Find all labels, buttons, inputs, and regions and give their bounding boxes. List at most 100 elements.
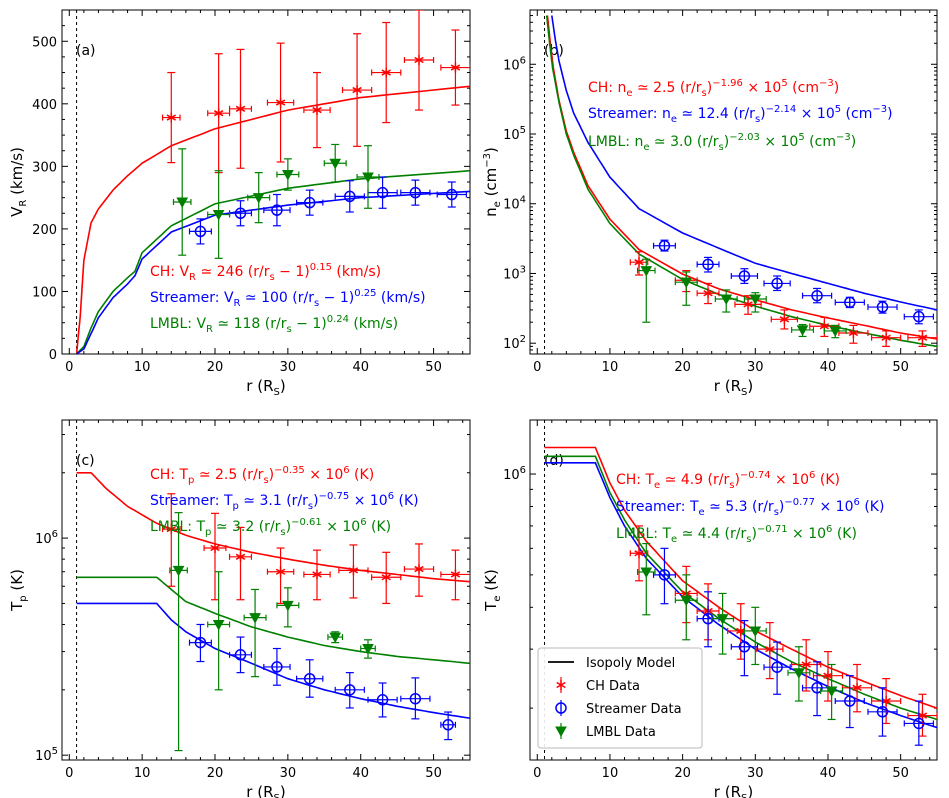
data-point-ch <box>403 10 435 111</box>
data-point-streamer <box>367 176 398 209</box>
data-point-streamer <box>903 700 934 746</box>
marker-ch-stroke <box>348 567 359 574</box>
y-tick-label: 102 <box>503 334 526 352</box>
data-point-streamer <box>730 268 759 285</box>
marker-lmbl <box>176 197 189 209</box>
marker-streamer <box>303 672 316 685</box>
marker-ch-stroke <box>917 334 928 341</box>
data-point-streamer <box>903 309 934 325</box>
marker-lmbl <box>282 600 294 612</box>
marker-ch-stroke <box>213 110 224 117</box>
marker-ch-stroke <box>166 525 176 533</box>
marker-ch <box>213 108 224 119</box>
marker-ch-stroke <box>312 571 322 578</box>
marker-ch <box>381 67 391 78</box>
marker-ch <box>210 543 220 554</box>
data-point-ch <box>266 42 295 163</box>
marker-ch-stroke <box>414 56 424 64</box>
marker-ch <box>634 548 644 559</box>
marker-ch <box>736 625 746 636</box>
data-point-streamer <box>834 675 865 729</box>
marker-lmbl <box>640 567 653 579</box>
legend-label-ch: CH Data <box>586 679 640 694</box>
data-point-streamer <box>763 641 791 695</box>
marker-streamer <box>194 636 207 649</box>
y-tick-label: 400 <box>32 98 57 113</box>
marker-lmbl <box>720 294 733 306</box>
data-point-lmbl <box>360 639 376 659</box>
series-group <box>544 446 937 746</box>
marker-streamer <box>442 719 454 731</box>
fit-annotation-ch: CH: Tp ≃ 2.5 (r/rs)−0.35 × 106 (K) <box>150 465 374 486</box>
marker-lmbl <box>793 668 805 679</box>
data-point-lmbl <box>356 145 380 209</box>
marker-lmbl <box>640 266 653 277</box>
y-axis-label: Tp (K) <box>8 569 29 612</box>
marker-lmbl <box>362 644 374 655</box>
legend-label-model: Isopoly Model <box>586 656 675 671</box>
fit-annotation-ch: CH: Te ≃ 4.9 (r/rs)−0.74 × 106 (K) <box>616 470 840 491</box>
x-tick-label: 30 <box>747 360 764 375</box>
marker-lmbl <box>829 326 842 337</box>
legend-label-streamer: Streamer Data <box>586 702 682 717</box>
data-point-streamer <box>436 181 467 208</box>
data-point-streamer <box>334 180 365 213</box>
marker-streamer <box>844 296 856 309</box>
x-tick-label: 40 <box>352 766 369 781</box>
marker-ch-stroke <box>703 290 713 297</box>
panel-label: (b) <box>544 43 564 59</box>
legend-marker-lmbl <box>555 726 567 738</box>
marker-ch <box>275 97 286 108</box>
marker-ch <box>450 62 461 73</box>
marker-streamer <box>344 684 356 696</box>
marker-ch <box>779 314 790 325</box>
marker-lmbl <box>329 632 342 644</box>
y-axis-label: ne (cm−3) <box>482 147 503 217</box>
marker-streamer <box>844 695 856 707</box>
x-tick-label: 30 <box>747 766 764 781</box>
data-point-lmbl <box>743 292 767 313</box>
data-point-ch <box>371 551 402 605</box>
marker-streamer <box>811 289 823 302</box>
data-point-lmbl <box>791 323 815 338</box>
data-point-streamer <box>652 547 676 605</box>
marker-streamer <box>658 239 671 252</box>
data-point-ch <box>791 639 822 692</box>
x-tick-label: 0 <box>65 360 73 375</box>
data-point-streamer <box>763 275 791 292</box>
marker-ch-stroke <box>852 684 862 691</box>
x-axis-label: r (RS) <box>246 783 285 798</box>
marker-ch <box>312 105 322 116</box>
model-curve-ch <box>76 472 470 583</box>
data-point-ch <box>228 48 253 169</box>
y-tick-label: 104 <box>503 195 526 213</box>
data-point-lmbl <box>714 289 738 313</box>
x-tick-label: 10 <box>134 360 151 375</box>
x-tick-label: 10 <box>602 360 619 375</box>
x-tick-label: 30 <box>280 766 297 781</box>
legend-marker-ch-stroke <box>556 681 566 689</box>
marker-ch-stroke <box>743 301 753 308</box>
model-curve-ch <box>75 85 470 354</box>
marker-streamer <box>738 270 751 282</box>
data-point-ch <box>266 547 295 605</box>
data-point-streamer <box>696 591 720 648</box>
marker-lmbl <box>749 626 762 637</box>
marker-ch-stroke <box>450 64 461 71</box>
data-point-lmbl <box>823 324 847 339</box>
marker-ch-stroke <box>414 565 424 573</box>
marker-streamer <box>771 277 783 290</box>
data-point-ch <box>371 21 402 124</box>
legend-box <box>537 647 703 749</box>
data-point-lmbl <box>207 170 231 259</box>
x-tick-label: 40 <box>820 360 837 375</box>
marker-ch-stroke <box>275 568 286 575</box>
data-point-lmbl <box>247 172 271 224</box>
marker-ch-stroke <box>917 712 928 719</box>
legend-marker-ch <box>556 680 566 690</box>
model-curve-streamer <box>76 190 470 354</box>
y-tick-label: 106 <box>503 55 526 73</box>
marker-ch-stroke <box>634 550 644 557</box>
